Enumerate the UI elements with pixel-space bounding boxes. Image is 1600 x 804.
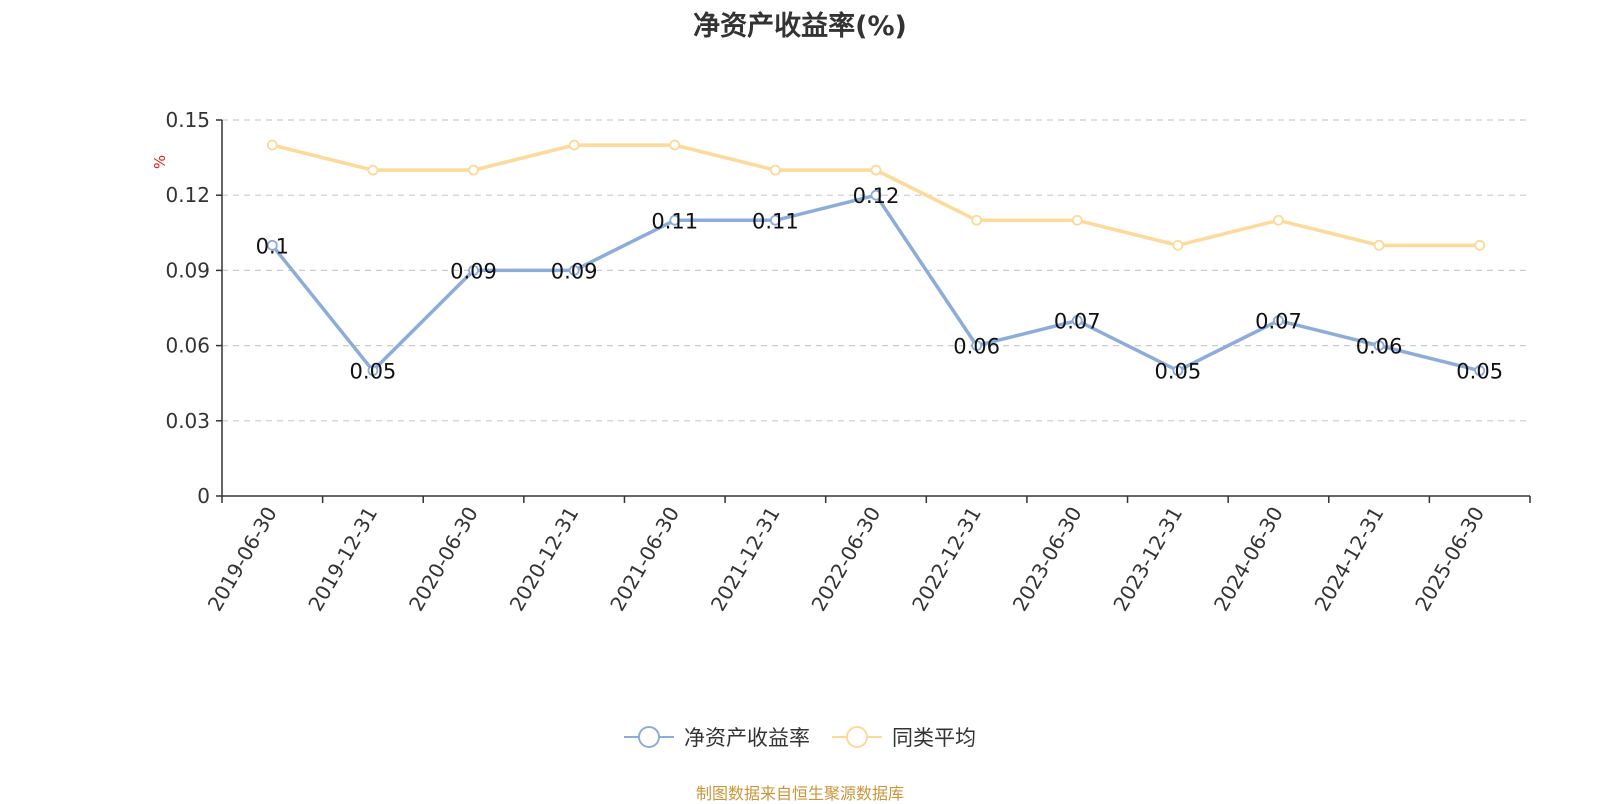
- data-point-peer-average[interactable]: [1172, 239, 1184, 251]
- data-point-roe[interactable]: [1071, 315, 1083, 326]
- data-point-roe[interactable]: [468, 264, 479, 276]
- data-point-peer-average[interactable]: [971, 214, 983, 226]
- data-point-roe[interactable]: [870, 189, 882, 201]
- data-point-peer-average[interactable]: [1071, 214, 1083, 226]
- data-label-roe: 0.06: [1356, 335, 1403, 359]
- y-axis-unit-label: %: [151, 155, 169, 169]
- x-tick-label: 2021-12-31: [706, 503, 785, 616]
- x-tick-label: 2020-06-30: [404, 503, 483, 616]
- data-label-roe: 0.09: [551, 259, 598, 283]
- x-tick-label: 2020-12-31: [505, 503, 584, 616]
- x-tick-label: 2019-06-30: [203, 503, 282, 616]
- x-tick-label: 2024-12-31: [1310, 503, 1389, 616]
- source-note: 制图数据来自恒生聚源数据库: [695, 784, 904, 803]
- x-tick-label: 2025-06-30: [1410, 503, 1489, 616]
- x-tick-label: 2021-06-30: [605, 503, 684, 616]
- legend: 净资产收益率 同类平均: [0, 722, 1600, 752]
- data-point-peer-average[interactable]: [266, 139, 278, 151]
- data-point-roe[interactable]: [1172, 365, 1184, 377]
- data-label-roe: 0.05: [350, 360, 397, 384]
- data-point-peer-average[interactable]: [367, 164, 379, 176]
- data-point-peer-average[interactable]: [568, 139, 580, 151]
- y-tick-label: 0.12: [165, 183, 210, 207]
- x-tick-label: 2024-06-30: [1209, 503, 1288, 616]
- data-label-roe: 0.05: [1456, 360, 1503, 384]
- data-label-roe: 0.07: [1054, 310, 1101, 334]
- data-point-roe[interactable]: [1373, 340, 1385, 352]
- data-label-roe: 0.1: [256, 234, 289, 258]
- data-label-roe: 0.11: [651, 209, 698, 233]
- y-tick-label: 0: [197, 484, 210, 508]
- data-label-roe: 0.09: [450, 259, 497, 283]
- legend-item-peer-average[interactable]: 同类平均: [832, 722, 976, 752]
- data-point-peer-average[interactable]: [769, 164, 781, 176]
- data-point-peer-average[interactable]: [669, 139, 681, 151]
- data-label-roe: 0.07: [1255, 310, 1302, 334]
- legend-roe-label: 净资产收益率: [684, 726, 810, 750]
- x-tick-label: 2019-12-31: [303, 503, 382, 616]
- data-point-peer-average[interactable]: [1373, 239, 1385, 251]
- data-label-roe: 0.12: [853, 184, 900, 208]
- x-tick-label: 2022-12-31: [907, 503, 986, 616]
- x-tick-label: 2023-12-31: [1108, 503, 1187, 616]
- legend-roe-marker-icon: [624, 726, 674, 748]
- series: [266, 139, 1486, 377]
- data-point-roe[interactable]: [971, 340, 983, 352]
- data-point-roe[interactable]: [669, 214, 681, 226]
- legend-peer-label: 同类平均: [892, 726, 976, 750]
- data-point-roe[interactable]: [1474, 365, 1486, 377]
- data-label-roe: 0.06: [953, 335, 1000, 359]
- data-point-peer-average[interactable]: [870, 164, 882, 176]
- data-label-roe: 0.05: [1154, 360, 1201, 384]
- data-point-peer-average[interactable]: [1273, 214, 1284, 226]
- legend-item-roe[interactable]: 净资产收益率: [624, 722, 810, 752]
- y-tick-label: 0.03: [165, 409, 210, 433]
- y-tick-label: 0.06: [165, 334, 210, 358]
- data-point-roe[interactable]: [367, 365, 379, 377]
- data-label-roe: 0.11: [752, 209, 799, 233]
- data-point-roe[interactable]: [266, 239, 278, 251]
- legend-peer-marker-icon: [832, 726, 882, 748]
- chart-title: 净资产收益率(%): [693, 11, 907, 42]
- data-point-peer-average[interactable]: [468, 164, 479, 176]
- data-point-peer-average[interactable]: [1474, 239, 1486, 251]
- data-point-roe[interactable]: [1273, 315, 1284, 326]
- y-tick-label: 0.09: [165, 258, 210, 282]
- data-point-roe[interactable]: [769, 214, 781, 226]
- data-labels: 0.1 0.05 0.09 0.09 0.11 0.11 0.12 0.06 0.07 0.05 0…: [256, 184, 1503, 383]
- data-point-roe[interactable]: [568, 264, 580, 276]
- y-tick-label: 0.15: [165, 108, 210, 132]
- x-tick-label: 2022-06-30: [806, 503, 885, 616]
- x-tick-label: 2023-06-30: [1008, 503, 1087, 616]
